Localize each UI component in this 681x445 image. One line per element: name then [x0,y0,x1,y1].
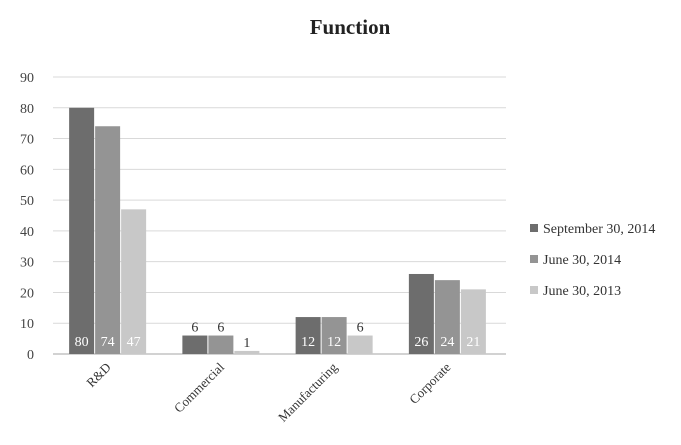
data-label: 21 [466,335,480,350]
data-label: 74 [101,335,115,350]
legend-swatch [530,255,538,263]
legend-swatch [530,286,538,294]
bar [95,126,121,354]
bar [234,350,260,354]
y-tick-label: 30 [20,256,34,271]
bars: 80 74 47 6 6 1 12 12 6 26 24 21 [69,107,486,355]
y-tick-label: 40 [20,225,34,240]
chart-title: Function [310,15,391,39]
bar [295,317,321,354]
x-tick-label: R&D [83,360,114,391]
bar [69,107,95,355]
x-tick-label: Commercial [171,359,227,415]
data-label: 1 [243,336,250,351]
y-tick-label: 20 [20,286,34,301]
bar [182,335,208,354]
legend-label: June 30, 2013 [543,284,621,299]
bar [460,289,486,354]
data-label: 80 [75,335,89,350]
data-label: 47 [127,335,141,350]
data-label: 12 [327,335,341,350]
legend-swatch [530,224,538,232]
data-label: 6 [357,321,364,336]
bar [408,273,434,354]
legend-label: June 30, 2014 [543,253,621,268]
data-label: 6 [191,321,198,336]
y-tick-label: 80 [20,102,34,117]
y-tick-label: 0 [27,348,34,363]
data-label: 24 [440,335,454,350]
data-label: 6 [217,321,224,336]
bar [321,317,347,354]
x-tick-label: Manufacturing [275,359,341,425]
legend-label: September 30, 2014 [543,222,655,237]
y-tick-label: 70 [20,133,34,148]
y-tick-label: 90 [20,71,34,86]
y-tick-label: 10 [20,317,34,332]
bar [208,335,234,354]
y-tick-label: 50 [20,194,34,209]
y-axis: 0 10 20 30 40 50 60 70 80 90 [20,71,34,363]
data-label: 12 [301,335,315,350]
legend: September 30, 2014 June 30, 2014 June 30, … [530,222,655,299]
bar [434,280,460,354]
x-tick-label: Corporate [406,359,454,407]
y-tick-label: 60 [20,163,34,178]
bar [347,335,373,354]
x-axis: R&D Commercial Manufacturing Corporate [83,359,453,425]
data-label: 26 [414,335,428,350]
bar [121,209,147,354]
